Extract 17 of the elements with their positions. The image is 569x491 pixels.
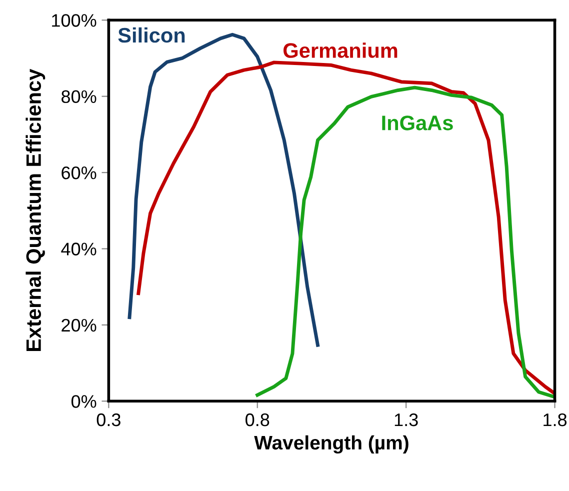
y-tick-label: 60%: [62, 166, 96, 180]
x-tick-label: 0.3: [96, 413, 120, 426]
line-series: [256, 86, 555, 399]
line-series: [136, 60, 555, 396]
x-tick-label: 1.3: [394, 413, 418, 426]
y-axis-title: External Quantum Efficiency: [26, 68, 46, 352]
y-tick-label: 80%: [62, 90, 96, 104]
y-tick-label: 100%: [52, 14, 96, 27]
y-tick-label: 40%: [61, 242, 96, 256]
x-tick-label: 0.8: [246, 413, 270, 426]
series-label: Germanium: [284, 42, 398, 58]
x-axis-title: Wavelength (µm): [254, 435, 408, 454]
series-label: InGaAs: [382, 116, 453, 130]
y-tick-label: 20%: [62, 318, 96, 332]
y-tick-label: 0%: [71, 395, 96, 408]
series-label: Silicon: [118, 27, 185, 43]
x-tick-label: 1.8: [544, 413, 567, 426]
